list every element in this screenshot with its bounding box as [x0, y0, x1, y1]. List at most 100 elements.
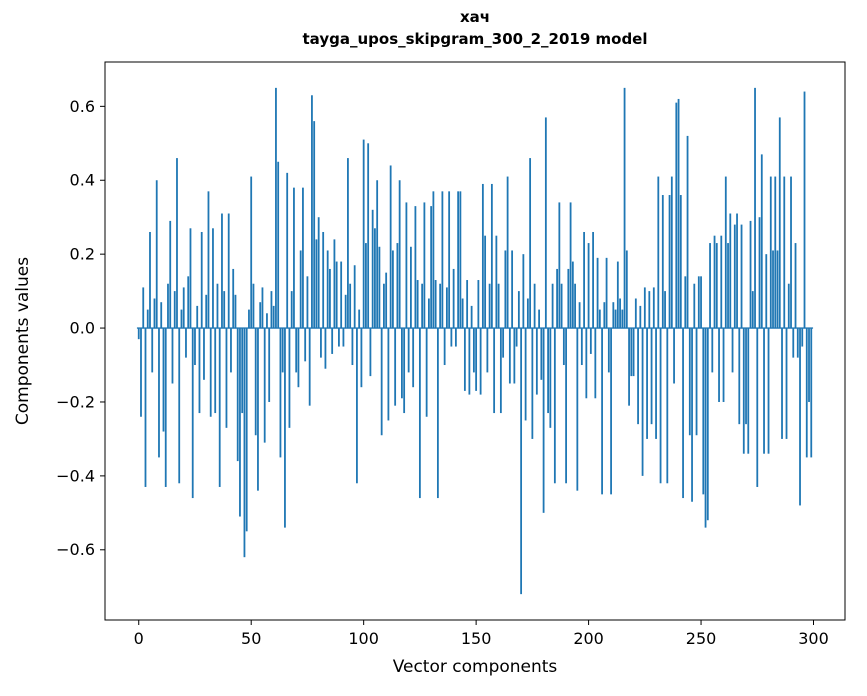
- bar: [751, 291, 754, 329]
- bar: [412, 328, 415, 388]
- bar: [418, 328, 421, 499]
- bar: [153, 298, 156, 329]
- bar: [772, 250, 774, 329]
- bar: [616, 261, 619, 329]
- bar: [767, 328, 770, 454]
- bar: [423, 202, 426, 329]
- bar: [470, 305, 473, 329]
- bar: [612, 302, 615, 329]
- x-tick-label: 50: [241, 629, 261, 648]
- bar: [684, 276, 687, 329]
- bar: [279, 328, 282, 458]
- bar: [486, 328, 489, 373]
- bar: [706, 328, 709, 521]
- bar: [720, 235, 723, 329]
- bar: [497, 283, 500, 329]
- bar: [614, 309, 617, 329]
- bar: [466, 280, 469, 329]
- bar: [745, 328, 747, 425]
- bar: [259, 302, 262, 329]
- bar: [756, 328, 759, 487]
- bar: [374, 228, 376, 329]
- bar: [594, 328, 597, 399]
- bar: [329, 268, 331, 329]
- bar: [673, 328, 675, 384]
- x-tick-label: 200: [573, 629, 604, 648]
- bar: [416, 280, 419, 329]
- chart-title: хач tayga_upos_skipgram_300_2_2019 model: [303, 6, 648, 50]
- bar: [738, 328, 741, 425]
- bar: [477, 280, 480, 329]
- bar: [218, 328, 221, 487]
- bar: [167, 283, 169, 329]
- bar: [551, 283, 554, 329]
- bar: [196, 305, 199, 329]
- x-axis-label: Vector components: [393, 657, 558, 677]
- bar: [299, 250, 302, 329]
- bar: [769, 176, 772, 329]
- bar: [468, 328, 471, 395]
- bar: [547, 328, 549, 414]
- bar: [383, 283, 385, 329]
- bar: [191, 328, 194, 499]
- bar: [495, 235, 498, 329]
- bar: [252, 283, 255, 329]
- bar: [331, 328, 334, 354]
- bar: [639, 305, 642, 329]
- bar: [733, 224, 736, 329]
- bar: [675, 102, 678, 329]
- bar: [709, 243, 711, 329]
- bar: [628, 328, 630, 406]
- bar: [349, 283, 352, 329]
- bar: [515, 328, 518, 347]
- bar: [347, 158, 349, 329]
- bar: [529, 158, 532, 329]
- bar: [146, 309, 149, 329]
- bar: [293, 187, 295, 329]
- bar: [371, 209, 374, 329]
- bar: [450, 328, 453, 347]
- bar: [367, 143, 370, 329]
- axes-spines: [104, 61, 846, 621]
- bar: [284, 328, 286, 528]
- bar: [436, 328, 439, 499]
- bar: [657, 176, 660, 329]
- bar: [610, 328, 612, 495]
- bar: [605, 257, 608, 329]
- bar: [576, 328, 579, 491]
- bar: [401, 328, 403, 399]
- bar: [567, 268, 570, 329]
- bar: [317, 217, 320, 329]
- bar: [778, 117, 781, 329]
- bar: [160, 302, 163, 329]
- bar: [504, 250, 507, 329]
- bar: [441, 191, 444, 329]
- bar: [668, 195, 671, 329]
- bar: [185, 328, 187, 358]
- bar: [239, 328, 241, 517]
- bar: [286, 172, 289, 329]
- bar: [378, 246, 381, 329]
- bar: [396, 243, 399, 329]
- bar: [736, 213, 738, 329]
- bar: [560, 283, 563, 329]
- bar: [776, 250, 779, 329]
- bar: [724, 176, 727, 329]
- bar: [198, 328, 201, 414]
- bar: [225, 328, 228, 428]
- bar: [443, 328, 446, 366]
- bar: [155, 180, 158, 329]
- bar: [461, 298, 464, 329]
- bar: [425, 328, 428, 417]
- bar: [142, 287, 145, 329]
- bar: [342, 328, 345, 347]
- bar: [266, 313, 268, 329]
- bar: [796, 328, 799, 358]
- bar: [313, 121, 316, 329]
- bar: [392, 250, 394, 329]
- y-tick-label: −0.2: [56, 392, 95, 411]
- bar: [445, 287, 448, 329]
- bar: [695, 328, 698, 436]
- bar: [583, 231, 585, 329]
- bar: [430, 206, 433, 329]
